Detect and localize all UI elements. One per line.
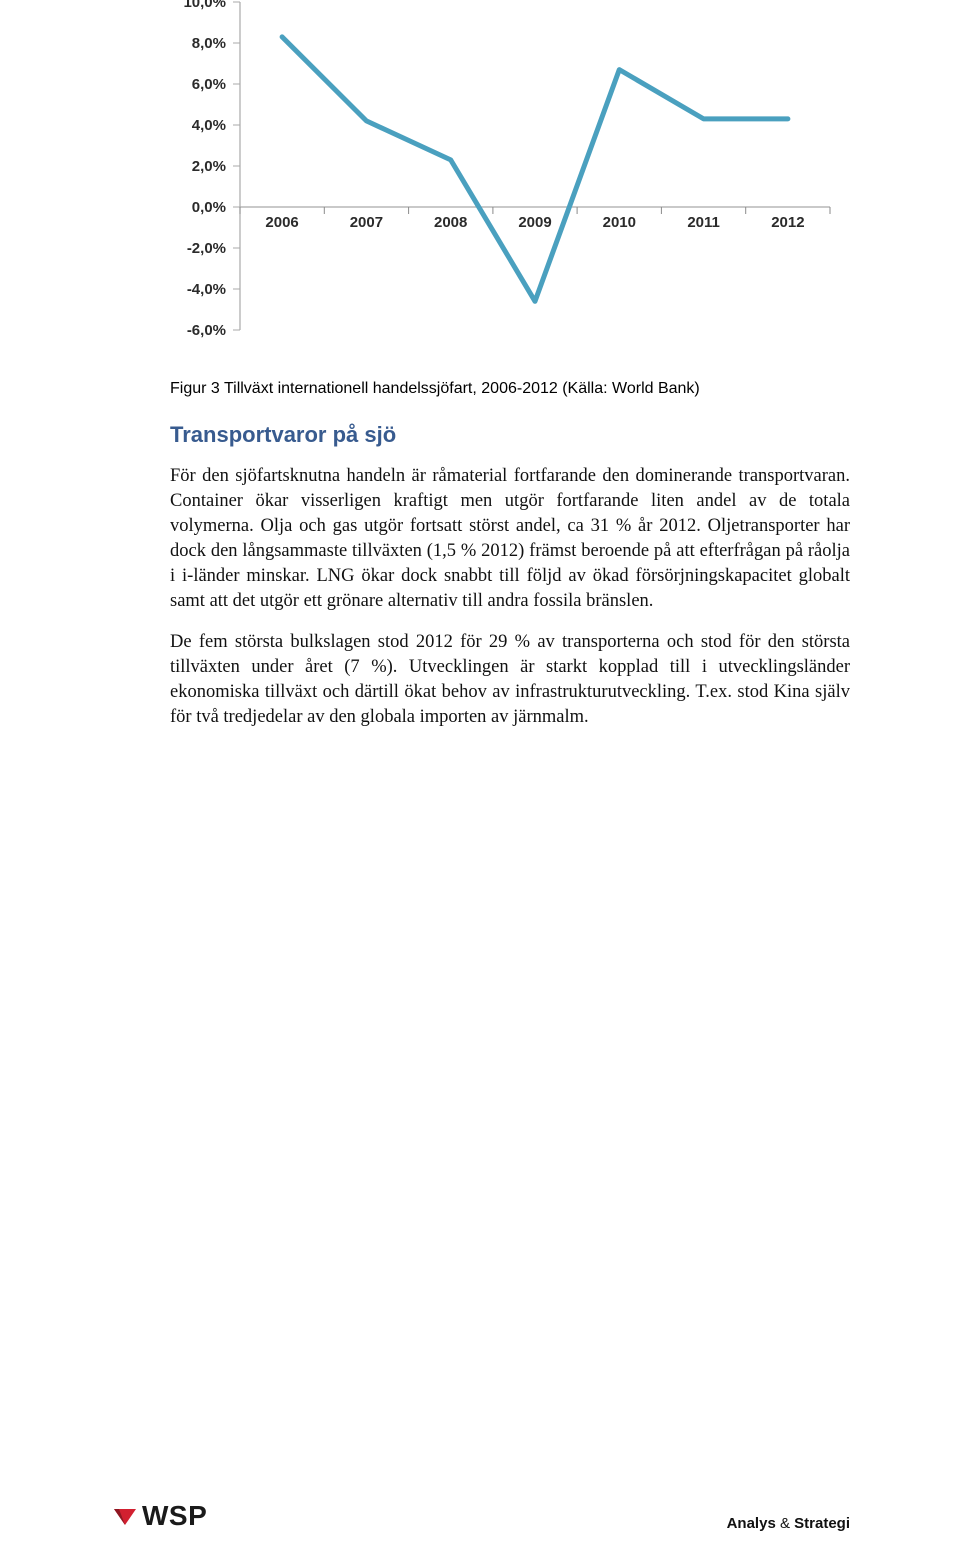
y-tick-label: 8,0% [170,35,226,52]
body-paragraph: För den sjöfartsknutna handeln är råmate… [170,464,850,614]
footer-text-b: Strategi [794,1515,850,1532]
y-tick-label: 0,0% [170,199,226,216]
section-heading: Transportvaror på sjö [170,422,850,448]
y-tick-label: -2,0% [170,240,226,257]
wsp-logo: WSP [110,1500,207,1532]
x-tick-label: 2008 [434,214,467,231]
body-paragraph: De fem största bulkslagen stod 2012 för … [170,630,850,730]
footer-text-a: Analys [727,1515,776,1532]
x-tick-label: 2011 [687,214,720,231]
y-tick-label: 6,0% [170,76,226,93]
y-tick-label: 2,0% [170,158,226,175]
chart-container: 10,0% 8,0% 6,0% 4,0% 2,0% 0,0% -2,0% -4,… [170,0,850,370]
chart-series-line [282,37,788,301]
x-tick-label: 2010 [603,214,636,231]
figure-caption: Figur 3 Tillväxt internationell handelss… [170,380,850,398]
wsp-logo-mark-icon [110,1501,140,1531]
x-tick-label: 2009 [518,214,551,231]
footer-text: Analys & Strategi [727,1515,850,1532]
chart-svg [170,0,850,370]
wsp-logo-text: WSP [142,1500,207,1532]
y-tick-label: -4,0% [170,281,226,298]
x-tick-label: 2007 [350,214,383,231]
y-tick-label: 4,0% [170,117,226,134]
x-tick-label: 2012 [771,214,804,231]
y-tick-label: 10,0% [170,0,226,11]
footer-text-amp: & [776,1515,794,1532]
page-footer: WSP Analys & Strategi [110,1500,850,1532]
y-tick-label: -6,0% [170,322,226,339]
x-tick-label: 2006 [265,214,298,231]
